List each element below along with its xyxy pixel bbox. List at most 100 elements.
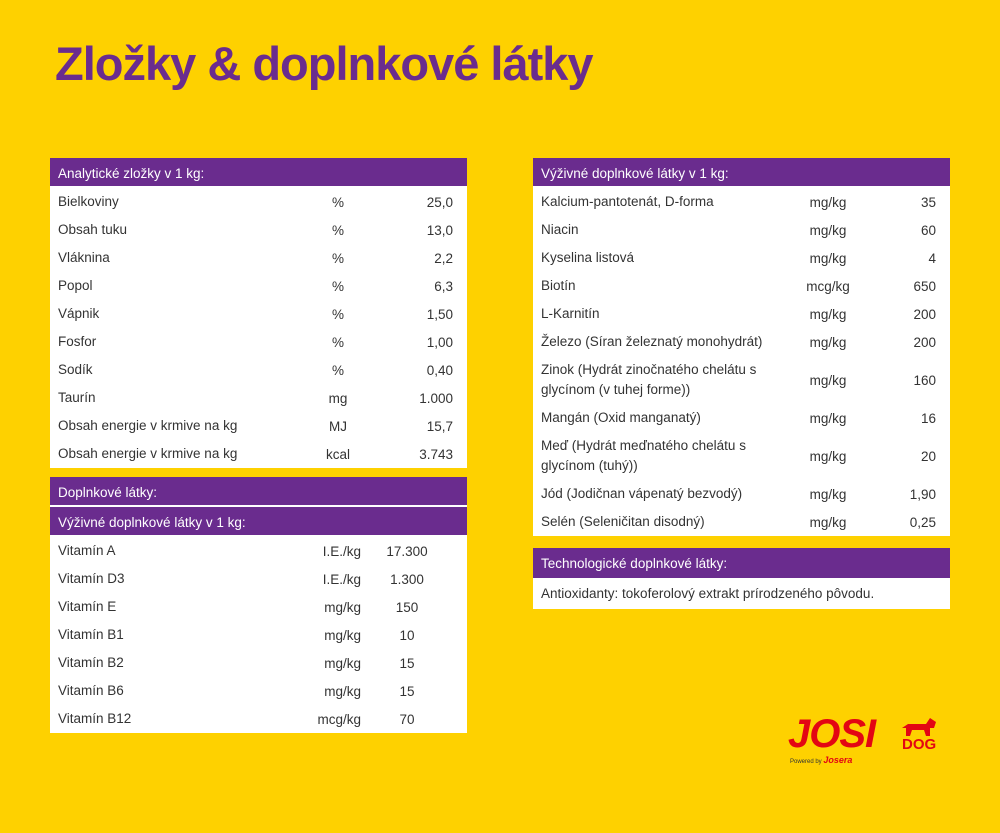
row-value: 6,3 — [434, 278, 453, 294]
row-unit: % — [331, 306, 344, 322]
row-value: 20 — [920, 448, 936, 464]
row-name: Meď (Hydrát meďnatého chelátu s glycínom… — [541, 438, 746, 473]
row-value: 0,40 — [426, 362, 453, 378]
table-row: Selén (Seleničitan disodný) mg/kg 0,25 — [533, 508, 950, 536]
table-row: Meď (Hydrát meďnatého chelátu s glycínom… — [533, 432, 950, 480]
row-value: 1.000 — [419, 390, 453, 406]
row-unit: % — [331, 334, 344, 350]
table-row: Vitamín A I.E./kg 17.300 — [50, 537, 467, 565]
row-value: 1,50 — [426, 306, 453, 322]
row-name: Mangán (Oxid manganatý) — [541, 410, 701, 425]
row-name: Popol — [58, 278, 93, 293]
table-row: Obsah tuku% 13,0 — [50, 216, 467, 244]
row-name: Taurín — [58, 390, 96, 405]
row-name: Bielkoviny — [58, 194, 119, 209]
table-row: Fosfor% 1,00 — [50, 328, 467, 356]
row-unit: mg/kg — [809, 306, 847, 322]
row-value: 15 — [399, 655, 415, 671]
row-unit: mg/kg — [809, 222, 847, 238]
row-name: Železo (Síran železnatý monohydrát) — [541, 334, 763, 349]
row-unit: mg/kg — [324, 655, 361, 671]
row-name: Kalcium-pantotenát, D-forma — [541, 194, 714, 209]
row-value: 1,00 — [426, 334, 453, 350]
row-name: Vitamín E — [58, 599, 117, 614]
row-value: 17.300 — [386, 543, 428, 559]
table-row: Kyselina listová mg/kg 4 — [533, 244, 950, 272]
table-row: Železo (Síran železnatý monohydrát) mg/kg… — [533, 328, 950, 356]
row-name: Vitamín A — [58, 543, 116, 558]
row-name: Obsah energie v krmive na kg — [58, 418, 238, 433]
row-value: 1,90 — [909, 486, 936, 502]
table-row: Jód (Jodičnan vápenatý bezvodý) mg/kg 1,90 — [533, 480, 950, 508]
table-row: Vitamín D3 I.E./kg 1.300 — [50, 565, 467, 593]
row-unit: mg/kg — [324, 683, 361, 699]
table-row: L-Karnitín mg/kg 200 — [533, 300, 950, 328]
additives-table: Doplnkové látky: Výživné doplnkové látky… — [50, 477, 467, 733]
table-row: Biotín mcg/kg 650 — [533, 272, 950, 300]
row-value: 70 — [399, 711, 415, 727]
row-unit: mg/kg — [324, 627, 361, 643]
table-row: Vitamín B6 mg/kg 15 — [50, 677, 467, 705]
table-row: Niacin mg/kg 60 — [533, 216, 950, 244]
logo: JOSI DOG Powered by Josera — [788, 712, 936, 765]
row-name: Vitamín B6 — [58, 683, 124, 698]
row-value: 35 — [920, 194, 936, 210]
row-name: Obsah energie v krmive na kg — [58, 446, 238, 461]
table-row: Vápnik% 1,50 — [50, 300, 467, 328]
row-value: 15 — [399, 683, 415, 699]
row-unit: % — [331, 194, 344, 210]
row-name: Vápnik — [58, 306, 100, 321]
table-row: Obsah energie v krmive na kg kcal 3.743 — [50, 440, 467, 468]
row-value: 10 — [399, 627, 415, 643]
row-name: Vitamín B1 — [58, 627, 124, 642]
table-header: Analytické zložky v 1 kg: — [50, 158, 467, 186]
table-row: Vitamín E mg/kg 150 — [50, 593, 467, 621]
row-value: 60 — [920, 222, 936, 238]
row-unit: mg/kg — [324, 599, 361, 615]
table-row: Vitamín B2 mg/kg 15 — [50, 649, 467, 677]
row-value: 1.300 — [390, 571, 424, 587]
row-unit: mg/kg — [809, 250, 847, 266]
row-name: Niacin — [541, 222, 579, 237]
row-unit: % — [331, 250, 344, 266]
row-value: 150 — [395, 599, 419, 615]
row-unit: % — [331, 222, 344, 238]
row-unit: mcg/kg — [806, 278, 850, 294]
table-row: Popol% 6,3 — [50, 272, 467, 300]
logo-maker: Josera — [823, 755, 853, 765]
logo-dog — [902, 718, 936, 736]
row-unit: mg/kg — [809, 194, 847, 210]
row-value: 25,0 — [426, 194, 453, 210]
row-value: 3.743 — [419, 446, 453, 462]
row-name: Obsah tuku — [58, 222, 128, 237]
row-unit: mg/kg — [809, 410, 847, 426]
table-row: Mangán (Oxid manganatý) mg/kg 16 — [533, 404, 950, 432]
technological-table: Technologické doplnkové látky: Antioxida… — [533, 548, 950, 609]
row-unit: mg/kg — [809, 448, 847, 464]
row-value: 2,2 — [434, 250, 453, 266]
row-name: L-Karnitín — [541, 306, 600, 321]
row-name: Vitamín B12 — [58, 711, 132, 726]
logo-brand: JOSI — [788, 712, 876, 756]
row-unit: MJ — [329, 418, 347, 434]
row-unit: kcal — [325, 446, 350, 462]
row-value: 200 — [913, 334, 936, 350]
table-header: Technologické doplnkové látky: — [533, 548, 950, 578]
table-subheader: Výživné doplnkové látky v 1 kg: — [50, 507, 467, 535]
nutritional-table: Výživné doplnkové látky v 1 kg: Kalcium-… — [533, 158, 950, 536]
table-row: Kalcium-pantotenát, D-forma mg/kg 35 — [533, 188, 950, 216]
row-unit: mg/kg — [809, 372, 847, 388]
logo-powered: Powered by Josera — [788, 755, 875, 765]
row-value: 160 — [913, 372, 936, 388]
table-row: Zinok (Hydrát zinočnatého chelátu s glyc… — [533, 356, 950, 404]
table-row: Sodík% 0,40 — [50, 356, 467, 384]
row-value: 13,0 — [426, 222, 453, 238]
row-unit: mg/kg — [809, 486, 847, 502]
row-name: Vitamín D3 — [58, 571, 125, 586]
row-unit: mcg/kg — [317, 711, 361, 727]
analytical-table: Analytické zložky v 1 kg: Bielkoviny% 25,… — [50, 158, 467, 468]
table-header: Doplnkové látky: — [50, 477, 467, 505]
row-name: Fosfor — [58, 334, 97, 349]
row-name: Sodík — [58, 362, 93, 377]
